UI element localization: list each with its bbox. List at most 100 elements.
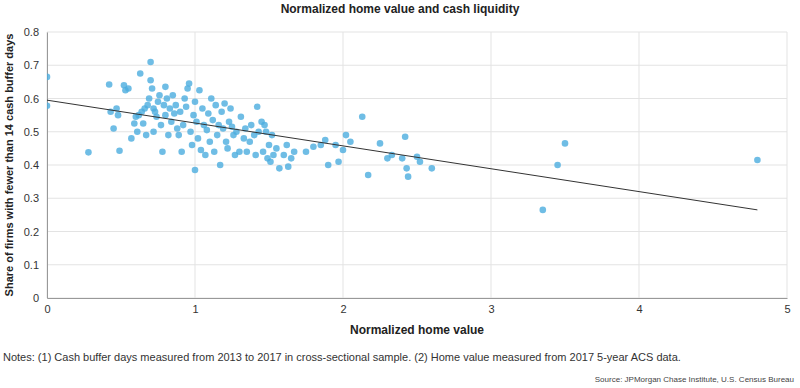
- point: [211, 148, 218, 155]
- point: [128, 135, 135, 142]
- point: [195, 135, 202, 142]
- point: [137, 70, 144, 77]
- point: [115, 112, 122, 119]
- tick-label: 0.5: [24, 126, 39, 138]
- point: [149, 85, 156, 92]
- grid-line-y: [47, 298, 787, 299]
- point: [146, 95, 153, 102]
- point: [288, 155, 295, 162]
- point: [399, 155, 406, 162]
- chart: 01234500.10.20.30.40.50.60.70.8Normalize…: [0, 0, 800, 388]
- point: [303, 148, 310, 155]
- tick: 0.6: [24, 93, 47, 105]
- point: [192, 167, 199, 174]
- point: [562, 140, 569, 147]
- tick: 0: [44, 298, 50, 315]
- point: [205, 110, 212, 117]
- axis-line: [47, 33, 48, 299]
- tick: 2: [340, 298, 346, 315]
- point: [144, 102, 151, 109]
- point: [155, 99, 162, 106]
- point: [325, 162, 332, 169]
- point: [283, 142, 290, 149]
- x-axis: 0 1 2 3 4 5: [44, 298, 790, 315]
- tick-label: 1: [192, 303, 198, 315]
- point: [162, 84, 169, 91]
- grid-line-x: [343, 32, 344, 298]
- grid-line-y: [47, 264, 787, 265]
- tick-label: 0.6: [24, 93, 39, 105]
- title: Normalized home value and cash liquidity: [281, 2, 520, 16]
- notes: Notes: (1) Cash buffer days measured fro…: [3, 351, 681, 363]
- point: [254, 104, 261, 111]
- grid-line-x: [47, 32, 48, 298]
- grid-line-x: [491, 32, 492, 298]
- tick-label: 3: [488, 303, 494, 315]
- tick: 3: [488, 298, 494, 315]
- point: [276, 165, 283, 172]
- tick-label: 0.4: [24, 159, 39, 171]
- point: [238, 113, 245, 120]
- point: [540, 207, 547, 214]
- point: [125, 85, 132, 92]
- point: [217, 162, 224, 169]
- point: [85, 149, 92, 156]
- point: [198, 147, 205, 154]
- point: [47, 103, 50, 110]
- axis-line: [48, 298, 788, 299]
- point: [220, 125, 227, 132]
- point: [189, 142, 196, 149]
- point: [106, 81, 113, 88]
- point: [207, 138, 214, 145]
- tick-label: 2: [340, 303, 346, 315]
- point: [340, 147, 347, 154]
- point: [162, 112, 169, 119]
- point: [343, 132, 350, 139]
- grid-line-y: [47, 165, 787, 166]
- point: [266, 142, 273, 149]
- point: [134, 128, 141, 135]
- point: [172, 102, 179, 109]
- tick: 0.2: [24, 226, 47, 238]
- point: [260, 148, 267, 155]
- point: [202, 152, 209, 159]
- point: [150, 128, 157, 135]
- point: [110, 125, 117, 132]
- point: [147, 59, 154, 66]
- tick: 5: [784, 298, 790, 315]
- y-axis-title: Share of firms with fewer than 14 cash b…: [3, 34, 15, 297]
- point: [164, 95, 171, 102]
- point: [156, 92, 163, 99]
- point: [159, 148, 166, 155]
- source: Source: JPMorgan Chase Institute, U.S. C…: [595, 375, 794, 384]
- tick: 0.5: [24, 126, 47, 138]
- tick-label: 0: [44, 303, 50, 315]
- point: [158, 122, 165, 129]
- trend-line: [47, 100, 757, 210]
- tick-label: 5: [784, 303, 790, 315]
- point: [199, 105, 206, 112]
- point: [204, 127, 211, 134]
- point: [167, 105, 174, 112]
- point: [165, 132, 172, 139]
- point: [178, 148, 185, 155]
- point: [291, 148, 298, 155]
- point: [403, 165, 410, 172]
- y-axis: 00.10.20.30.40.50.60.70.8: [24, 26, 48, 304]
- point: [281, 152, 288, 159]
- tick-label: 0.2: [24, 226, 39, 238]
- point: [190, 112, 197, 119]
- tick-label: 4: [636, 303, 642, 315]
- point: [267, 158, 274, 165]
- point: [402, 133, 409, 140]
- point: [270, 152, 277, 159]
- point: [175, 132, 182, 139]
- point: [218, 109, 225, 116]
- point: [554, 162, 561, 169]
- point: [236, 148, 243, 155]
- point: [335, 158, 342, 165]
- point: [244, 148, 251, 155]
- point: [47, 74, 50, 81]
- point: [161, 102, 168, 109]
- point: [140, 120, 147, 127]
